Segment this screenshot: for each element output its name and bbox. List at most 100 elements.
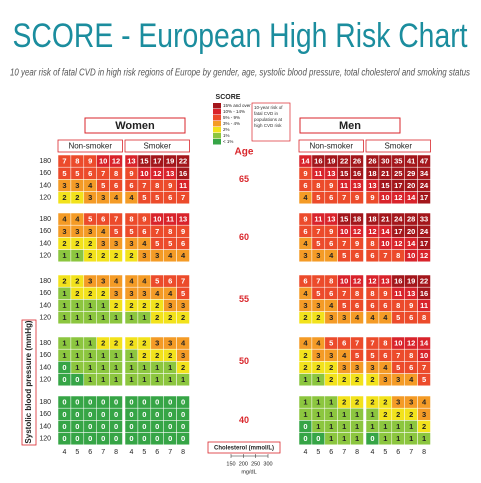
risk-value: 18: [368, 169, 376, 178]
risk-value: 4: [181, 251, 186, 260]
risk-value: 6: [409, 313, 413, 322]
risk-value: 4: [129, 277, 134, 286]
risk-value: 14: [301, 157, 310, 166]
risk-value: 2: [155, 301, 159, 310]
risk-value: 9: [88, 157, 92, 166]
risk-value: 1: [62, 339, 66, 348]
risk-value: 3: [75, 227, 79, 236]
risk-value: 2: [129, 251, 133, 260]
risk-value: 1: [316, 375, 320, 384]
risk-value: 1: [129, 313, 133, 322]
risk-value: 14: [407, 239, 416, 248]
risk-value: 5: [316, 289, 320, 298]
risk-value: 7: [101, 169, 105, 178]
x-tick-label: 7: [409, 449, 413, 456]
risk-cell: [350, 432, 364, 446]
legend-label: 15% and over: [223, 103, 251, 108]
risk-value: 15: [381, 181, 389, 190]
risk-value: 10: [381, 193, 389, 202]
y-tick-label: 160: [39, 228, 51, 235]
risk-cell: [350, 249, 364, 263]
risk-value: 6: [355, 301, 359, 310]
risk-value: 1: [75, 313, 79, 322]
risk-value: 0: [181, 410, 185, 419]
risk-value: 11: [166, 215, 174, 224]
risk-value: 3: [316, 251, 320, 260]
risk-value: 5: [155, 193, 159, 202]
risk-value: 6: [342, 339, 346, 348]
risk-value: 0: [88, 422, 92, 431]
risk-value: 11: [179, 181, 187, 190]
x-tick-label: 4: [370, 449, 374, 456]
risk-value: 2: [62, 193, 66, 202]
risk-value: 16: [353, 169, 361, 178]
risk-value: 2: [409, 410, 413, 419]
risk-value: 3: [181, 301, 185, 310]
risk-value: 7: [62, 157, 66, 166]
age-value: 50: [239, 356, 249, 366]
y-tick-label: 140: [39, 240, 51, 247]
risk-value: 0: [142, 422, 146, 431]
risk-value: 1: [155, 375, 159, 384]
risk-value: 9: [355, 239, 359, 248]
x-tick-label: 5: [75, 449, 79, 456]
legend-label: < 1%: [223, 139, 233, 144]
risk-value: 5: [155, 239, 159, 248]
risk-value: 1: [101, 313, 105, 322]
risk-value: 7: [142, 181, 146, 190]
risk-value: 3: [329, 313, 333, 322]
risk-value: 0: [88, 434, 92, 443]
risk-value: 0: [75, 434, 79, 443]
risk-value: 20: [407, 227, 415, 236]
risk-value: 2: [168, 351, 172, 360]
panel-header-box: [57, 139, 123, 153]
risk-value: 6: [114, 181, 118, 190]
risk-value: 3: [181, 351, 185, 360]
risk-value: 0: [62, 398, 66, 407]
risk-value: 5: [342, 251, 346, 260]
age-value: 60: [239, 232, 249, 242]
y-label: Systolic blood pressure (mmHg): [24, 320, 33, 443]
risk-value: 5: [316, 193, 320, 202]
risk-value: 4: [114, 193, 119, 202]
risk-value: 7: [181, 193, 185, 202]
risk-value: 1: [303, 375, 307, 384]
risk-value: 2: [383, 410, 387, 419]
y-tick-label: 140: [39, 423, 51, 430]
risk-cell: [109, 432, 123, 446]
risk-value: 1: [129, 363, 133, 372]
legend-label: 2%: [223, 127, 230, 132]
risk-value: 4: [342, 351, 347, 360]
risk-value: 4: [303, 239, 308, 248]
risk-value: 3: [168, 301, 172, 310]
risk-value: 0: [75, 410, 79, 419]
risk-value: 3: [101, 193, 105, 202]
legend-label: 3% - 4%: [223, 121, 240, 126]
risk-value: 2: [114, 301, 118, 310]
risk-value: 4: [75, 215, 80, 224]
risk-value: 0: [75, 398, 79, 407]
risk-value: 25: [394, 169, 402, 178]
risk-value: 17: [420, 239, 428, 248]
legend-swatch: [213, 139, 221, 145]
y-tick-label: 140: [39, 364, 51, 371]
x-tick-label: 4: [62, 449, 66, 456]
risk-value: 21: [381, 169, 389, 178]
risk-value: 22: [420, 277, 428, 286]
risk-value: 4: [181, 339, 186, 348]
risk-value: 4: [329, 301, 334, 310]
panel-header-box: [124, 139, 190, 153]
risk-cell: [350, 191, 364, 205]
risk-value: 2: [101, 251, 105, 260]
risk-value: 13: [407, 289, 415, 298]
x-tick-label: 8: [181, 449, 185, 456]
risk-value: 4: [142, 277, 147, 286]
risk-value: 0: [114, 398, 118, 407]
risk-value: 34: [420, 169, 429, 178]
risk-value: 9: [409, 301, 413, 310]
risk-value: 6: [303, 277, 307, 286]
risk-value: 7: [422, 363, 426, 372]
legend-swatch: [213, 115, 221, 121]
risk-value: 1: [129, 375, 133, 384]
risk-value: 4: [155, 289, 160, 298]
